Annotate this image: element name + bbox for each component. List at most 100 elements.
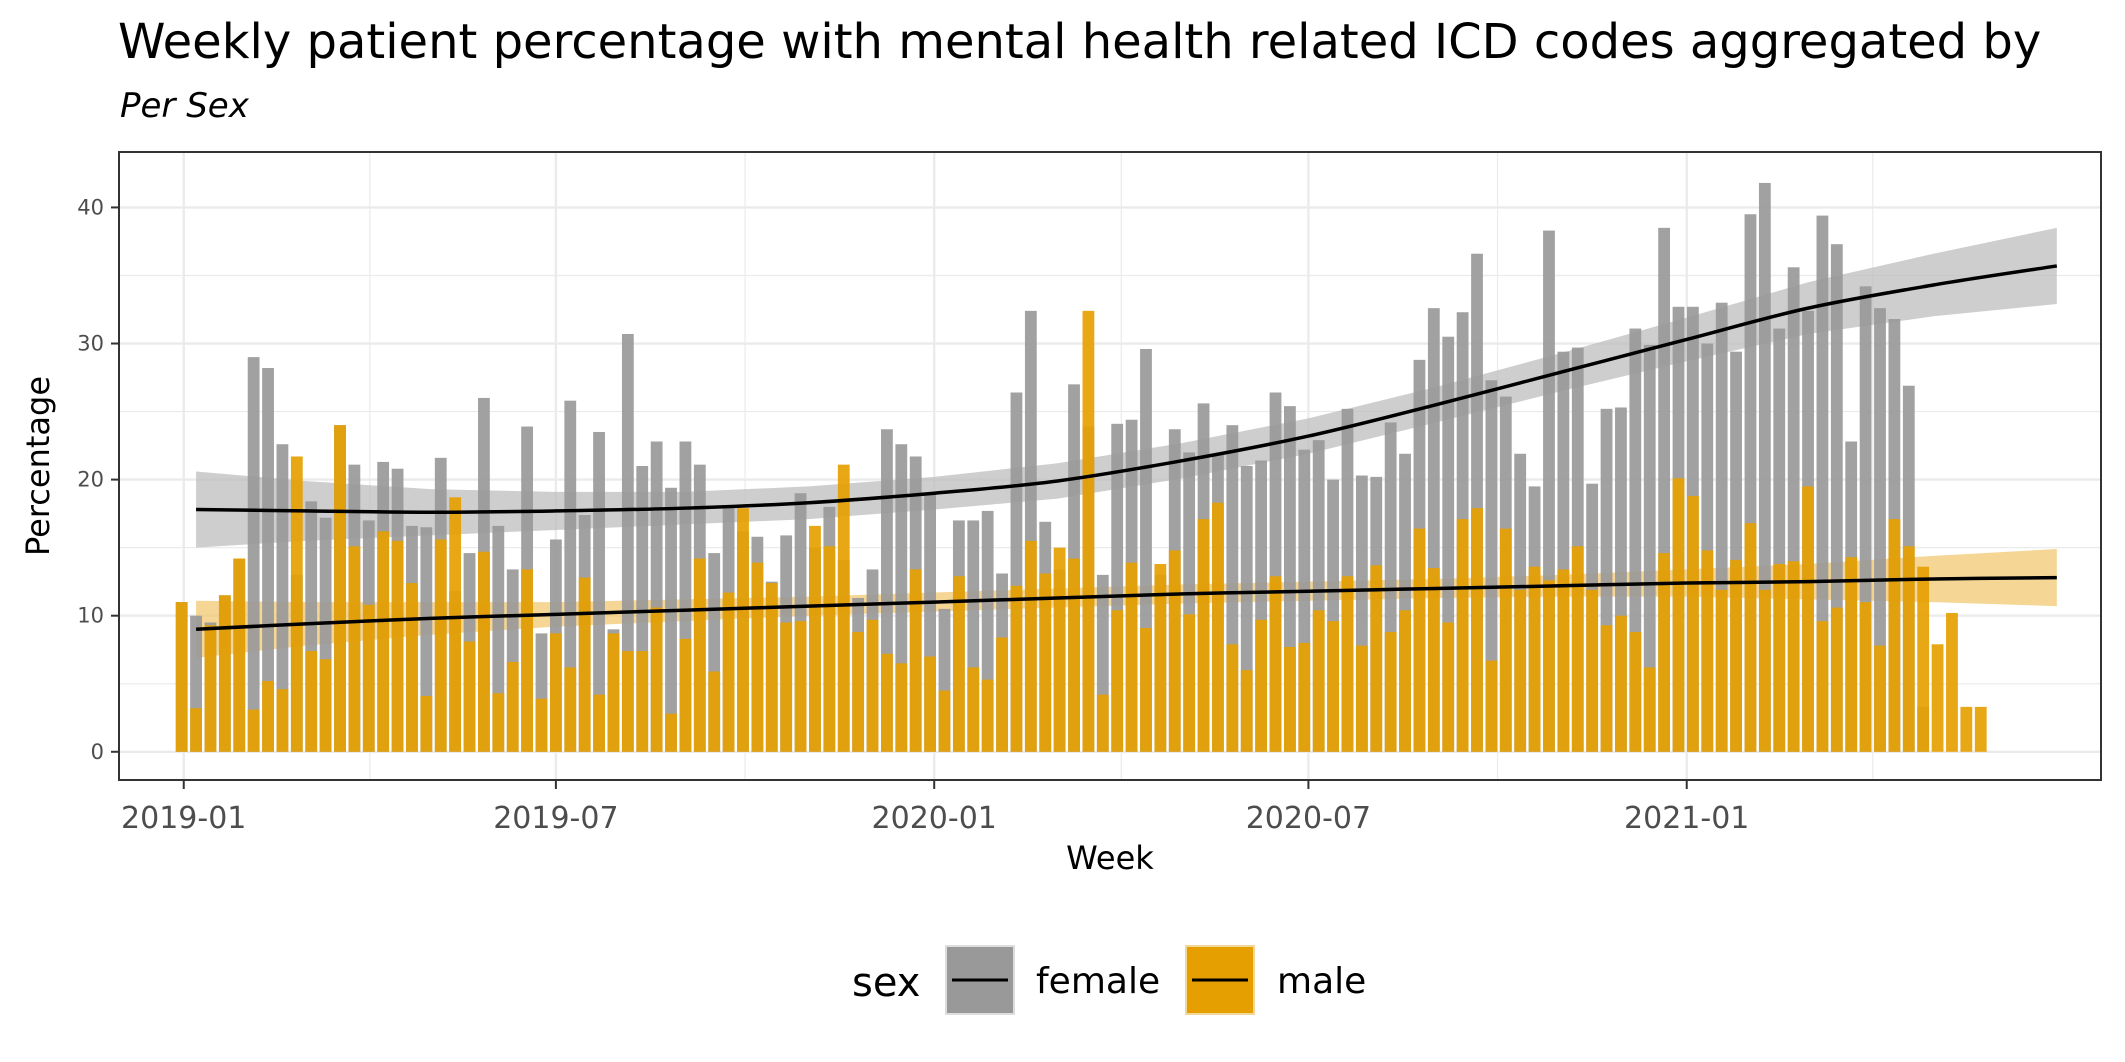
bar-female bbox=[1255, 460, 1268, 752]
panel-border bbox=[118, 151, 2102, 781]
bar-male bbox=[650, 607, 663, 752]
bar-male bbox=[290, 456, 303, 752]
bar-male bbox=[362, 604, 375, 752]
bar-female bbox=[1384, 422, 1397, 752]
bar-female bbox=[1312, 440, 1325, 752]
bar-female bbox=[247, 357, 260, 752]
bar-male bbox=[492, 693, 505, 752]
bar-male bbox=[1802, 486, 1814, 752]
bar-male bbox=[1543, 580, 1555, 752]
bar-female bbox=[1715, 302, 1728, 752]
y-axis: 0 10 20 30 40 bbox=[77, 195, 120, 764]
bar-male bbox=[765, 583, 778, 752]
bar-male bbox=[406, 583, 418, 752]
bar-male bbox=[1471, 508, 1483, 752]
bar-male bbox=[247, 709, 260, 752]
bar-male bbox=[1024, 540, 1037, 752]
bar-female bbox=[1010, 392, 1023, 752]
bar-male bbox=[909, 569, 922, 752]
bar-female bbox=[1427, 308, 1440, 752]
bar-male bbox=[1312, 610, 1325, 752]
bar-male bbox=[305, 651, 318, 752]
bar-male bbox=[1197, 519, 1210, 752]
bar-female bbox=[1471, 253, 1483, 752]
bar-male bbox=[1284, 646, 1296, 752]
bar-male bbox=[391, 540, 404, 752]
bar-male bbox=[1600, 625, 1613, 752]
bar-female bbox=[1298, 449, 1311, 752]
bar-male bbox=[679, 638, 692, 752]
bar-male bbox=[1514, 589, 1527, 752]
bar-male bbox=[1715, 589, 1728, 752]
bar-female bbox=[967, 520, 980, 752]
y-tick-label: 20 bbox=[77, 468, 104, 492]
bar-female bbox=[593, 431, 605, 752]
bar-male bbox=[1442, 622, 1455, 752]
bar-female bbox=[1269, 392, 1282, 752]
bar-male bbox=[535, 698, 548, 752]
bar-male bbox=[852, 632, 865, 752]
bar-male bbox=[434, 539, 447, 752]
bar-male bbox=[1960, 706, 1973, 752]
male-bars bbox=[175, 310, 1987, 752]
bar-female bbox=[1730, 351, 1742, 752]
bar-male bbox=[1298, 642, 1311, 752]
bar-female bbox=[1111, 423, 1124, 752]
bar-female bbox=[564, 400, 577, 752]
bar-male bbox=[463, 641, 476, 752]
bar-female bbox=[1773, 328, 1786, 752]
bar-male bbox=[823, 546, 836, 752]
bar-male bbox=[1255, 619, 1268, 752]
bar-male bbox=[204, 625, 217, 752]
y-tick-label: 30 bbox=[77, 332, 104, 356]
bar-female bbox=[1557, 351, 1570, 752]
bar-female bbox=[1355, 475, 1368, 752]
bar-male bbox=[1125, 562, 1138, 752]
bar-female bbox=[636, 466, 649, 752]
bar-male bbox=[1082, 310, 1095, 752]
bar-male bbox=[708, 671, 721, 752]
bar-male bbox=[1586, 589, 1599, 752]
bar-male bbox=[981, 679, 994, 752]
bar-male bbox=[1111, 610, 1124, 752]
bar-male bbox=[895, 663, 908, 752]
bar-male bbox=[593, 694, 605, 752]
x-tick-label: 2020-07 bbox=[1246, 801, 1371, 836]
bar-female bbox=[420, 527, 433, 752]
bar-male bbox=[621, 651, 634, 752]
y-tick-label: 10 bbox=[77, 604, 104, 628]
legend-label-male: male bbox=[1277, 961, 1366, 1002]
bar-male bbox=[1874, 645, 1886, 752]
bar-male bbox=[809, 525, 821, 752]
bar-male bbox=[1686, 495, 1699, 752]
bar-male bbox=[1240, 670, 1253, 752]
bar-female bbox=[1284, 406, 1296, 752]
bar-male bbox=[1053, 547, 1066, 752]
bar-female bbox=[1859, 286, 1872, 752]
bar-male bbox=[190, 708, 202, 752]
bar-female bbox=[1874, 308, 1886, 752]
bar-male bbox=[1140, 627, 1152, 752]
x-tick-label: 2020-01 bbox=[872, 801, 997, 836]
y-axis-title: Percentage bbox=[19, 376, 57, 556]
bar-female bbox=[665, 487, 677, 752]
bar-male bbox=[1672, 478, 1685, 752]
bar-male bbox=[334, 425, 346, 752]
bar-male bbox=[478, 551, 490, 752]
bar-male bbox=[1758, 589, 1771, 752]
bar-male bbox=[1902, 546, 1915, 752]
bar-male bbox=[1773, 563, 1786, 752]
x-tick-label: 2019-07 bbox=[493, 801, 618, 836]
bar-female bbox=[276, 444, 289, 752]
bar-female bbox=[1615, 407, 1627, 752]
bar-male bbox=[1226, 644, 1239, 752]
bar-female bbox=[190, 615, 202, 752]
bar-male bbox=[938, 690, 951, 752]
bar-male bbox=[751, 562, 764, 752]
bar-male bbox=[1571, 546, 1584, 752]
legend-item-female: female bbox=[945, 945, 1160, 1015]
bar-male bbox=[1327, 621, 1339, 752]
bar-male bbox=[1154, 563, 1167, 752]
bar-male bbox=[449, 497, 462, 752]
bar-male bbox=[881, 653, 893, 752]
